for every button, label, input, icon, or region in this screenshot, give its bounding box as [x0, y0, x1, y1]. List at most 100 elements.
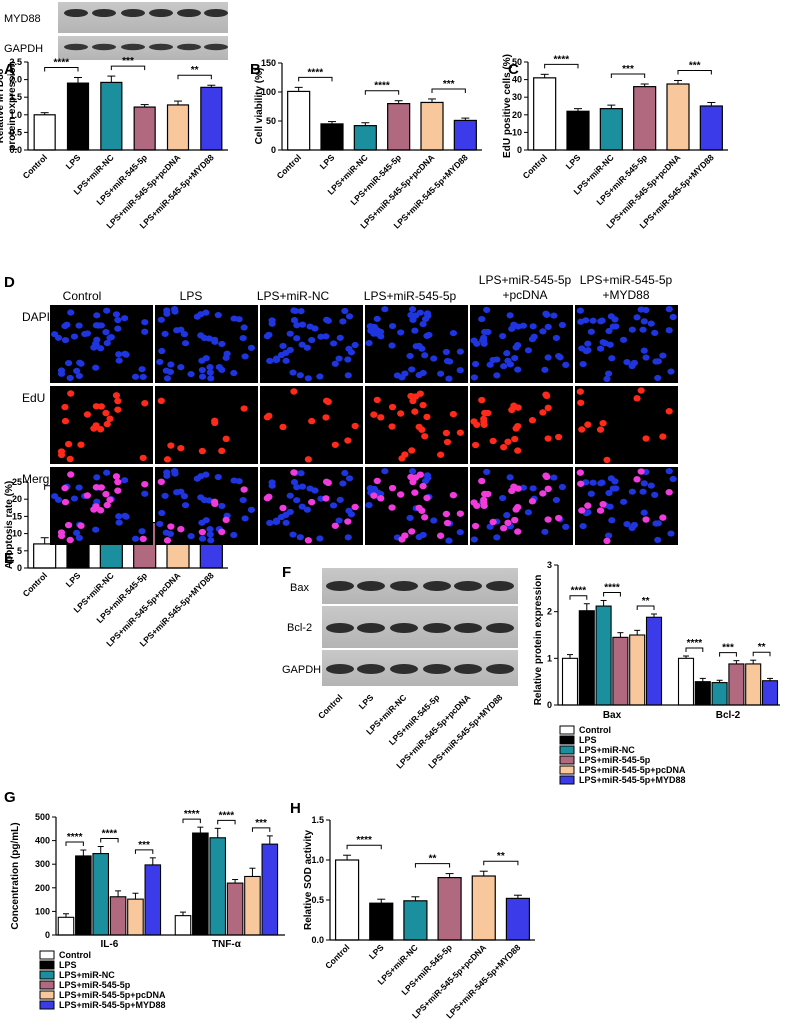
significance-label: ***	[122, 56, 134, 67]
gapdh-band	[121, 43, 145, 51]
nucleus	[500, 363, 508, 370]
merge-edu-nucleus	[103, 501, 111, 509]
nucleus	[51, 331, 59, 338]
x-tick-label: LPS	[318, 152, 337, 171]
blot-label-gapdh: GAPDH	[4, 43, 43, 55]
merge-edu-nucleus	[373, 477, 381, 485]
merge-edu-nucleus	[539, 490, 547, 497]
merge-nucleus	[289, 531, 297, 538]
nucleus	[341, 307, 349, 315]
nucleus	[75, 372, 83, 380]
nucleus	[665, 306, 673, 313]
myd88-band	[177, 9, 201, 17]
merge-nucleus	[120, 477, 129, 484]
nucleus	[442, 348, 450, 356]
merge-nucleus	[239, 496, 247, 504]
nucleus	[519, 322, 527, 329]
merge-edu-nucleus	[388, 504, 396, 511]
y-axis-label: Concentration (pg/mL)	[10, 822, 21, 929]
y-tick-label: 100	[261, 87, 276, 97]
nucleus	[397, 329, 405, 336]
merge-nucleus	[470, 536, 478, 543]
y-tick-label: 1	[547, 653, 552, 663]
nucleus	[266, 357, 274, 365]
chart-concentration: **** *******IL-6**** *******TNF-α010020030…	[10, 809, 285, 1010]
legend-swatch	[559, 745, 575, 755]
merge-nucleus	[293, 484, 301, 491]
edu-nucleus	[481, 409, 489, 417]
edu-nucleus	[596, 426, 605, 433]
nucleus	[161, 330, 169, 337]
edu-nucleus	[198, 447, 206, 455]
merge-edu-nucleus	[423, 494, 431, 502]
nucleus	[415, 371, 423, 379]
nucleus	[66, 374, 74, 382]
nucleus	[317, 333, 325, 340]
edu-nucleus	[218, 447, 226, 455]
nucleus	[324, 317, 332, 324]
nucleus	[177, 364, 185, 371]
merge-nucleus	[562, 523, 570, 531]
nucleus	[412, 343, 420, 350]
merge-nucleus	[667, 530, 675, 537]
nucleus	[156, 358, 164, 366]
merge-nucleus	[282, 519, 290, 526]
edu-nucleus	[543, 392, 551, 400]
legend-swatch	[39, 990, 55, 1000]
nucleus	[639, 326, 647, 333]
nucleus	[64, 359, 73, 367]
nucleus	[604, 370, 613, 377]
nucleus	[473, 340, 481, 347]
edu-nucleus	[514, 447, 522, 454]
bcl2-band	[486, 623, 514, 633]
nucleus	[558, 321, 567, 329]
merge-nucleus	[138, 528, 146, 535]
merge-edu-nucleus	[106, 496, 114, 503]
y-axis-label: Apoptosis rate (%)	[4, 481, 15, 569]
nucleus	[524, 347, 533, 354]
y-tick-label: 20	[12, 494, 22, 504]
category-label: TNF-α	[212, 939, 242, 950]
nucleus	[423, 310, 432, 317]
merge-edu-nucleus	[508, 487, 516, 495]
significance-bracket	[610, 73, 646, 78]
merge-edu-nucleus	[511, 516, 519, 524]
bax-band	[357, 581, 385, 591]
merge-edu-nucleus	[97, 484, 105, 491]
merge-nucleus	[347, 511, 356, 518]
edu-nucleus	[473, 421, 481, 428]
micrograph-tile	[260, 305, 363, 383]
chart-sod-activity: 0.0 0.5 1.0 1.5 Relative SOD activity Control…	[303, 815, 535, 1021]
blot-label-bcl2: Bcl-2	[287, 622, 312, 634]
bcl2-band	[357, 623, 385, 633]
legend-swatch	[39, 980, 55, 990]
nucleus	[63, 321, 71, 328]
nucleus	[345, 313, 354, 320]
merge-nucleus	[606, 503, 614, 510]
micrograph-tile	[260, 386, 363, 464]
merge-nucleus	[156, 520, 164, 528]
panel-letter-h: H	[290, 800, 301, 817]
nucleus	[247, 344, 256, 351]
nucleus	[623, 358, 631, 366]
nucleus	[445, 375, 453, 382]
merge-edu-nucleus	[421, 514, 429, 521]
nucleus	[508, 325, 516, 332]
significance-bracket	[544, 63, 579, 69]
edu-nucleus	[77, 441, 85, 448]
x-tick-label: Control	[21, 570, 49, 598]
edu-nucleus	[478, 396, 486, 404]
merge-nucleus	[647, 482, 655, 489]
bar	[505, 897, 531, 941]
nucleus	[67, 309, 75, 316]
y-tick-label: 0	[517, 145, 522, 155]
merge-edu-nucleus	[163, 537, 172, 544]
merge-nucleus	[75, 534, 83, 542]
merge-nucleus	[619, 498, 628, 505]
merge-nucleus	[73, 529, 81, 536]
bar	[453, 119, 477, 151]
nucleus	[107, 334, 115, 341]
legend-label: LPS+miR-NC	[59, 970, 115, 980]
merge-nucleus	[339, 480, 347, 487]
